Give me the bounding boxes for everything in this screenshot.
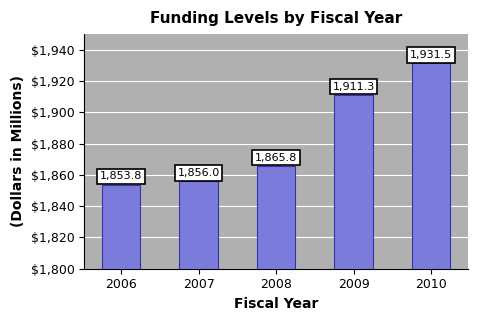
Text: 1,931.5: 1,931.5 [410, 50, 452, 60]
Text: 1,865.8: 1,865.8 [255, 153, 297, 163]
Bar [334, 95, 373, 269]
Bar [257, 166, 296, 269]
Text: 1,856.0: 1,856.0 [177, 168, 220, 178]
Title: Funding Levels by Fiscal Year: Funding Levels by Fiscal Year [150, 11, 402, 26]
Y-axis label: (Dollars in Millions): (Dollars in Millions) [11, 75, 25, 227]
Text: 1,911.3: 1,911.3 [332, 81, 375, 91]
Text: 1,853.8: 1,853.8 [100, 171, 142, 181]
Bar [179, 181, 218, 269]
Bar [412, 63, 450, 269]
Bar [102, 185, 140, 269]
X-axis label: Fiscal Year: Fiscal Year [234, 297, 318, 311]
